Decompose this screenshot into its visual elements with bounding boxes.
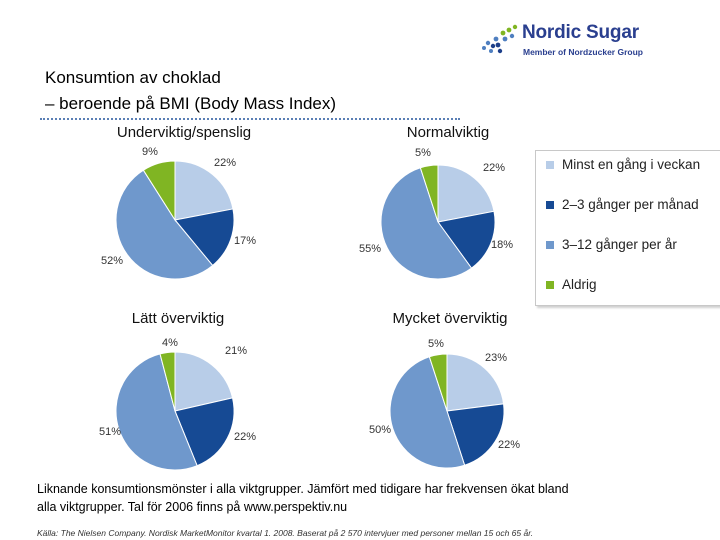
page-title: Konsumtion av choklad <box>45 68 221 87</box>
source-note: Källa: The Nielsen Company. Nordisk Mark… <box>37 528 534 538</box>
title-separator <box>40 118 460 120</box>
pie-2-slice-yearly <box>115 353 198 471</box>
legend-swatch-weekly <box>546 160 554 169</box>
pie-3-label-yearly: 50% <box>369 424 391 436</box>
pie-3-slice-monthly <box>446 403 505 466</box>
pie-0-slice-monthly <box>174 208 235 267</box>
legend-label: 3–12 gånger per år <box>562 237 677 252</box>
legend-item-never: Aldrig <box>546 277 597 292</box>
pie-1-label-weekly: 22% <box>483 162 505 174</box>
legend-item-monthly: 2–3 gånger per månad <box>546 197 699 212</box>
pie-2-slice-weekly <box>174 351 234 412</box>
pie-2-label-never: 4% <box>162 337 178 349</box>
legend-label: Minst en gång i veckan <box>562 157 701 172</box>
pie-2-label-weekly: 21% <box>225 345 247 357</box>
logo-tagline: Member of Nordzucker Group <box>523 47 643 57</box>
pie-3-label-never: 5% <box>428 338 444 350</box>
pie-3-slice-never <box>428 353 448 412</box>
pie-2-label-yearly: 51% <box>99 426 121 438</box>
legend-label: Aldrig <box>562 277 597 292</box>
pie-3-label-monthly: 22% <box>498 439 520 451</box>
pie-3-slice-yearly <box>389 356 466 469</box>
pie-2-label-monthly: 22% <box>234 431 256 443</box>
pie-title-normalviktig: Normalviktig <box>406 124 490 141</box>
nordic-sugar-logo-icon <box>482 24 518 54</box>
page-subtitle: – beroende på BMI (Body Mass Index) <box>45 94 337 113</box>
footer-note-line2: alla viktgrupper. Tal för 2006 finns på … <box>37 500 348 514</box>
legend-item-yearly: 3–12 gånger per år <box>546 237 677 252</box>
legend-item-weekly: Minst en gång i veckan <box>546 157 700 172</box>
footer-note-line1: Liknande konsumtionsmönster i alla viktg… <box>37 482 569 496</box>
pie-0-slice-yearly <box>115 169 214 280</box>
pie-title-underviktig: Underviktig/spenslig <box>116 124 252 141</box>
pie-1-label-yearly: 55% <box>359 243 381 255</box>
pie-3-label-weekly: 23% <box>485 352 507 364</box>
pie-0-slice-weekly <box>174 160 234 221</box>
pie-0-slice-never <box>142 160 176 222</box>
pie-title-mycket-overviktig: Mycket överviktig <box>392 310 508 327</box>
legend-label: 2–3 gånger per månad <box>562 197 699 212</box>
pie-title-latt-overviktig: Lätt överviktig <box>131 310 225 327</box>
logo-brand-name: Nordic Sugar <box>522 22 639 43</box>
pie-0-label-monthly: 17% <box>234 235 256 247</box>
pie-0-label-weekly: 22% <box>214 157 236 169</box>
pie-3-slice-weekly <box>446 353 505 412</box>
pie-1-label-never: 5% <box>415 147 431 159</box>
pie-2-slice-monthly <box>174 397 235 467</box>
pie-1-label-monthly: 18% <box>491 239 513 251</box>
pie-0-label-never: 9% <box>142 146 158 158</box>
pie-0-label-yearly: 52% <box>101 255 123 267</box>
legend-swatch-never <box>546 280 554 289</box>
pie-1-slice-yearly <box>380 167 473 280</box>
pie-2-slice-never <box>159 351 176 412</box>
pie-1-slice-weekly <box>437 164 495 223</box>
legend-swatch-yearly <box>546 240 554 249</box>
legend-swatch-monthly <box>546 200 554 209</box>
pie-1-slice-monthly <box>437 210 496 269</box>
chart-legend: Minst en gång i veckan 2–3 gånger per må… <box>535 150 720 306</box>
logo-swirl-icon <box>482 24 518 54</box>
pie-1-slice-never <box>419 164 439 223</box>
